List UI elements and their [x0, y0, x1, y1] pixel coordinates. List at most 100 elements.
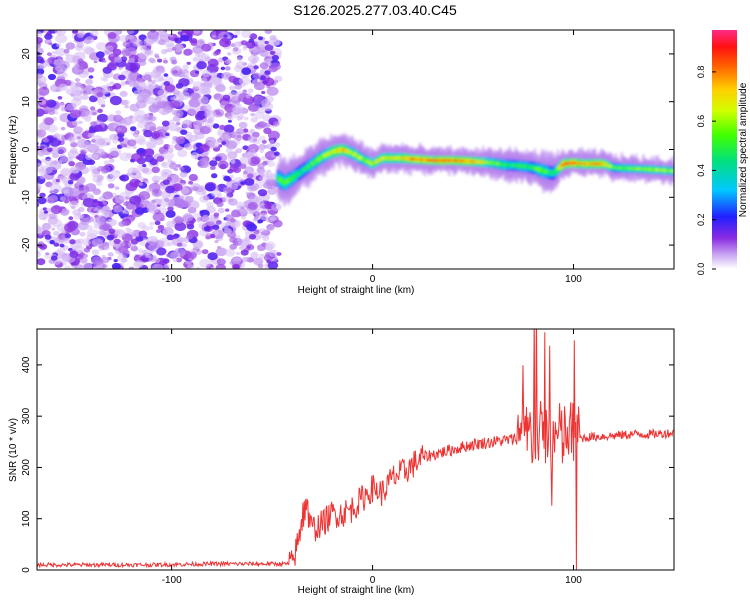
- noise-blob: [259, 149, 265, 153]
- noise-blob: [118, 245, 129, 254]
- noise-blob: [248, 233, 257, 240]
- noise-blob: [49, 190, 54, 194]
- noise-blob: [216, 131, 223, 137]
- noise-blob: [109, 53, 114, 57]
- noise-blob: [162, 151, 174, 160]
- noise-blob: [167, 201, 175, 208]
- noise-blob: [98, 58, 103, 62]
- noise-blob: [232, 105, 243, 114]
- noise-blob: [53, 231, 60, 236]
- noise-blob: [241, 215, 247, 220]
- noise-blob: [246, 223, 257, 232]
- noise-blob: [100, 76, 107, 81]
- noise-blob: [69, 239, 76, 245]
- noise-blob: [173, 247, 186, 257]
- noise-blob: [96, 91, 104, 98]
- snr-y-label: SNR (10 * v/v): [8, 418, 19, 482]
- noise-blob: [133, 83, 140, 88]
- noise-blob: [204, 109, 217, 119]
- noise-blob: [72, 120, 80, 126]
- noise-blob: [248, 149, 256, 155]
- noise-blob: [95, 215, 107, 225]
- noise-blob: [230, 99, 241, 107]
- noise-blob: [267, 261, 279, 269]
- noise-blob: [87, 159, 96, 166]
- noise-blob: [80, 110, 92, 120]
- colorbar-gradient: [712, 30, 737, 269]
- noise-blob: [118, 74, 126, 81]
- noise-blob: [227, 91, 240, 101]
- noise-blob: [76, 42, 84, 49]
- noise-blob: [137, 92, 150, 102]
- noise-blob: [201, 69, 212, 78]
- noise-blob: [65, 42, 76, 50]
- noise-blob: [68, 136, 76, 143]
- noise-blob: [229, 243, 237, 250]
- noise-blob: [213, 230, 219, 235]
- noise-blob: [129, 195, 142, 205]
- noise-blob: [63, 48, 70, 54]
- noise-blob: [40, 158, 46, 163]
- noise-blob: [223, 186, 232, 194]
- noise-blob: [171, 139, 177, 144]
- noise-blob: [205, 235, 211, 240]
- noise-blob: [172, 69, 178, 74]
- noise-blob: [93, 208, 98, 212]
- noise-blob: [228, 75, 238, 83]
- y-tick-label: 300: [21, 407, 32, 424]
- noise-blob: [174, 222, 187, 232]
- noise-blob: [102, 211, 110, 217]
- noise-blob: [105, 83, 112, 88]
- x-tick-label: 0: [370, 575, 376, 586]
- noise-blob: [195, 266, 201, 269]
- noise-blob: [177, 149, 188, 158]
- x-tick-label: 100: [565, 274, 582, 285]
- y-tick-label: -10: [21, 190, 32, 205]
- noise-blob: [55, 30, 67, 36]
- noise-blob: [51, 51, 57, 55]
- noise-blob: [109, 147, 122, 157]
- noise-blob: [85, 216, 94, 223]
- noise-blob: [199, 144, 210, 153]
- noise-blob: [165, 185, 175, 194]
- noise-blob: [199, 195, 210, 203]
- noise-blob: [45, 252, 50, 256]
- noise-blob: [261, 90, 266, 95]
- noise-blob: [247, 173, 254, 179]
- noise-blob: [269, 50, 276, 55]
- noise-blob: [77, 206, 85, 213]
- noise-blob: [61, 230, 66, 233]
- noise-blob: [92, 112, 97, 116]
- y-tick-label: 0: [21, 567, 32, 573]
- noise-blob: [102, 191, 114, 200]
- noise-blob: [73, 213, 83, 220]
- noise-blob: [93, 261, 106, 269]
- noise-blob: [185, 134, 193, 140]
- noise-blob: [158, 39, 166, 46]
- noise-blob: [250, 117, 258, 123]
- noise-blob: [44, 33, 53, 40]
- noise-blob: [270, 62, 281, 71]
- noise-blob: [69, 251, 79, 258]
- noise-blob: [44, 38, 52, 45]
- noise-blob: [106, 234, 115, 241]
- noise-blob: [77, 32, 84, 39]
- noise-blob: [67, 180, 74, 185]
- noise-blob: [132, 145, 137, 149]
- noise-blob: [187, 251, 197, 259]
- noise-blob: [138, 230, 148, 238]
- noise-blob: [37, 37, 43, 44]
- noise-blob: [127, 34, 134, 40]
- noise-blob: [157, 89, 168, 98]
- noise-blob: [240, 181, 245, 185]
- noise-blob: [114, 186, 120, 190]
- noise-blob: [129, 65, 139, 73]
- noise-blob: [163, 59, 168, 64]
- noise-blob: [75, 78, 80, 82]
- noise-blob: [75, 155, 81, 160]
- noise-blob: [38, 99, 47, 105]
- noise-blob: [204, 56, 211, 62]
- noise-blob: [106, 142, 110, 146]
- noise-blob: [224, 248, 236, 257]
